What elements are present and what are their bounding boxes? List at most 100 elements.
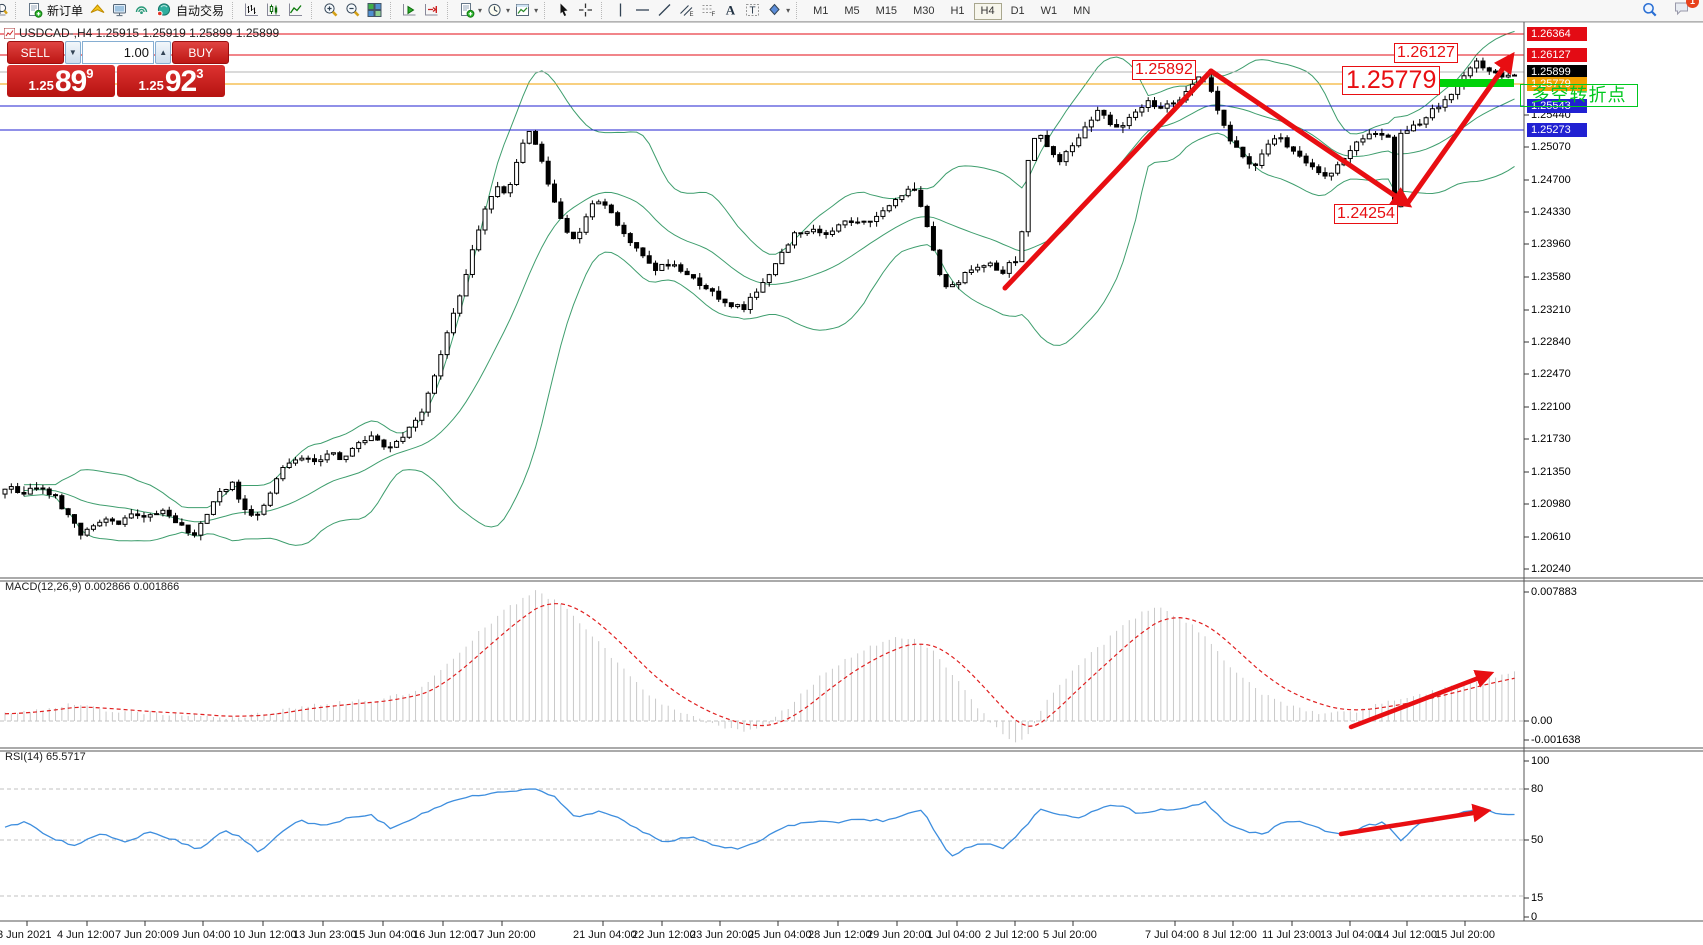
volume-increase-button[interactable]: ▲ (155, 41, 172, 64)
date-label: 15 Jul 20:00 (1435, 929, 1495, 941)
timeframe-h4[interactable]: H4 (973, 2, 1002, 20)
date-label: 16 Jun 12:00 (413, 929, 477, 941)
autotrading-label[interactable]: 自动交易 (176, 4, 225, 18)
auto-scroll-icon[interactable] (401, 2, 419, 19)
timeframe-group: M1 M5 M15 M30 H1 H4 D1 W1 MN (805, 1, 1098, 20)
price-annotation-label: 1.26127 (1394, 43, 1458, 63)
vertical-line-tool-icon[interactable] (612, 2, 630, 19)
date-label: 15 Jun 04:00 (353, 929, 417, 941)
channel-tool-icon[interactable]: E (678, 2, 696, 19)
macd-tick-label: -0.001638 (1531, 734, 1581, 746)
buy-button[interactable]: BUY (172, 41, 229, 64)
timeframe-h1[interactable]: H1 (943, 3, 971, 20)
shapes-dropdown-caret[interactable]: ▾ (786, 6, 791, 15)
periods-dropdown-caret[interactable]: ▾ (506, 6, 511, 15)
price-tick-label: 1.22100 (1531, 401, 1571, 413)
new-order-icon[interactable] (26, 2, 44, 19)
toolbar-right: 1 (1639, 0, 1699, 22)
horizontal-lines (0, 33, 1524, 131)
candlesticks (2, 57, 1518, 541)
sell-button[interactable]: SELL (7, 41, 64, 64)
date-label: 8 Jul 12:00 (1203, 929, 1257, 941)
shapes-tool-icon[interactable] (766, 2, 784, 19)
pane-borders (0, 21, 1703, 926)
rsi-tick-label: 50 (1531, 834, 1544, 846)
date-label: 21 Jun 04:00 (573, 929, 637, 941)
chart-shift-icon[interactable] (423, 2, 441, 19)
fibonacci-tool-icon[interactable]: F (700, 2, 718, 19)
buy-price-button[interactable]: 1.25 92 3 (117, 65, 225, 97)
price-level-chip: 1.25273 (1527, 123, 1587, 137)
time-axis[interactable]: 3 Jun 2021 4 Jun 12:00 7 Jun 20:00 9 Jun 04… (0, 925, 1703, 945)
search-icon[interactable] (1641, 2, 1659, 19)
macd-tick-label: 0.007883 (1531, 586, 1577, 598)
toolbar: 新订单 自动交易 (0, 0, 1703, 22)
indicators-icon[interactable] (458, 2, 476, 19)
date-label: 14 Jul 12:00 (1377, 929, 1437, 941)
tile-windows-icon[interactable] (366, 2, 384, 19)
zoom-out-icon[interactable] (344, 2, 362, 19)
price-tick-label: 1.23960 (1531, 238, 1571, 250)
svg-text:T: T (750, 6, 756, 17)
profile-chart-icon[interactable] (0, 2, 9, 19)
line-chart-type-icon[interactable] (287, 2, 305, 19)
buy-price-prefix: 1.25 (138, 78, 164, 93)
rsi-tick-label: 80 (1531, 783, 1544, 795)
metaeditor-icon[interactable] (89, 2, 107, 19)
timeframe-m15[interactable]: M15 (869, 3, 904, 20)
volume-decrease-button[interactable]: ▼ (64, 41, 81, 64)
toolbar-separator (311, 2, 316, 19)
price-tick-label: 1.21730 (1531, 433, 1571, 445)
crosshair-icon[interactable] (577, 2, 595, 19)
price-tick-label: 1.23210 (1531, 304, 1571, 316)
timeframe-m1[interactable]: M1 (806, 3, 835, 20)
drawn-annotations (1002, 51, 1515, 837)
buy-price-sup: 3 (196, 66, 204, 81)
timeframe-m5[interactable]: M5 (837, 3, 866, 20)
rsi-indicator (0, 788, 1524, 897)
bar-chart-type-icon[interactable] (243, 2, 261, 19)
new-order-label[interactable]: 新订单 (47, 4, 84, 18)
indicators-dropdown-caret[interactable]: ▾ (478, 6, 483, 15)
timeframe-w1[interactable]: W1 (1034, 3, 1065, 20)
date-label: 25 Jun 04:00 (748, 929, 812, 941)
date-label: 5 Jul 20:00 (1043, 929, 1097, 941)
timeframe-mn[interactable]: MN (1066, 3, 1097, 20)
terminal-icon[interactable] (111, 2, 129, 19)
price-level-chip: 1.26127 (1527, 48, 1587, 62)
text-tool-icon[interactable]: A (722, 2, 740, 19)
price-axis[interactable]: 1.25440 1.25070 1.24700 1.24330 1.23960 1.235… (1526, 0, 1703, 945)
cursor-icon[interactable] (555, 2, 573, 19)
text-label-tool-icon[interactable]: T (744, 2, 762, 19)
autotrading-icon[interactable] (155, 2, 173, 19)
date-label: 7 Jul 04:00 (1145, 929, 1199, 941)
volume-input[interactable] (82, 41, 154, 64)
periods-clock-icon[interactable] (486, 2, 504, 19)
signal-icon[interactable] (133, 2, 151, 19)
toolbar-separator (232, 2, 237, 19)
chart-window[interactable]: USDCAD-,H4 1.25915 1.25919 1.25899 1.258… (0, 21, 1703, 945)
notifications-button[interactable]: 1 (1671, 0, 1699, 22)
date-label: 1 Jul 04:00 (927, 929, 981, 941)
templates-dropdown-caret[interactable]: ▾ (534, 6, 539, 15)
date-label: 3 Jun 2021 (0, 929, 52, 941)
timeframe-m30[interactable]: M30 (906, 3, 941, 20)
date-label: 29 Jun 20:00 (867, 929, 931, 941)
date-label: 23 Jun 20:00 (690, 929, 754, 941)
timeframe-d1[interactable]: D1 (1004, 3, 1032, 20)
turning-point-label: 多空转折点 (1520, 84, 1638, 107)
svg-text:F: F (712, 12, 716, 18)
svg-text:A: A (726, 3, 736, 18)
date-label: 4 Jun 12:00 (57, 929, 115, 941)
chart-window-icon (4, 27, 15, 39)
zoom-in-icon[interactable] (322, 2, 340, 19)
candlestick-type-icon[interactable] (265, 2, 283, 19)
price-level-chip: 1.25899 (1527, 65, 1587, 79)
templates-icon[interactable] (514, 2, 532, 19)
trendline-tool-icon[interactable] (656, 2, 674, 19)
rsi-pane-label: RSI(14) 65.5717 (5, 751, 86, 763)
horizontal-line-tool-icon[interactable] (634, 2, 652, 19)
sell-price-button[interactable]: 1.25 89 9 (7, 65, 115, 97)
